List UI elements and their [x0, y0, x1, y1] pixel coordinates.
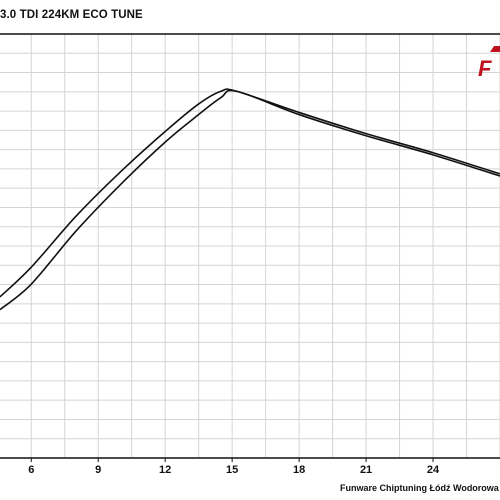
- series-group: [0, 88, 500, 311]
- x-tick-label: 12: [159, 464, 171, 476]
- x-tick-label: 21: [360, 464, 372, 476]
- x-tick-label: 24: [427, 464, 440, 476]
- x-tick-labels: 6 9 12 15 18 21 24: [28, 464, 440, 476]
- funware-logo: F: [476, 46, 500, 80]
- x-tick-label: 15: [226, 464, 238, 476]
- x-tick-label: 9: [95, 464, 101, 476]
- logo-letter: F: [478, 56, 492, 80]
- x-tick-label: 18: [293, 464, 305, 476]
- series-line-1: [0, 88, 500, 298]
- series-line-2: [0, 89, 500, 311]
- chart-title: 3.0 TDI 224KM ECO TUNE: [0, 9, 143, 21]
- x-tick-label: 6: [28, 464, 34, 476]
- axes: [0, 33, 500, 462]
- footer-credit: Funware Chiptuning Łódź Wodorowa: [340, 483, 499, 493]
- grid: [0, 33, 500, 459]
